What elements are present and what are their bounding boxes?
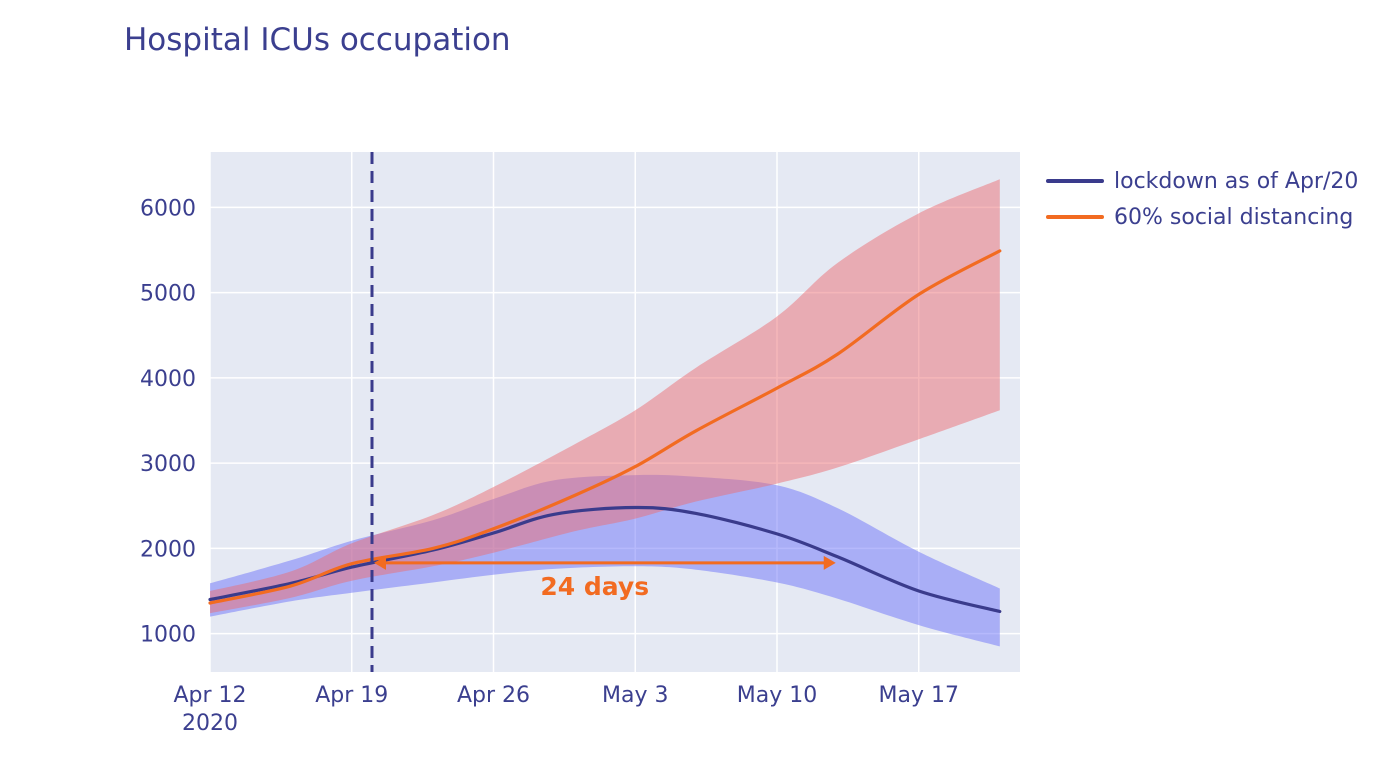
legend-item-social-distancing[interactable]: 60% social distancing bbox=[1046, 199, 1358, 235]
chart-title: Hospital ICUs occupation bbox=[124, 22, 511, 58]
legend-label-social-distancing: 60% social distancing bbox=[1114, 204, 1354, 230]
x-tick-label: May 10 bbox=[737, 683, 817, 708]
annotation-label: 24 days bbox=[540, 572, 649, 601]
series-lines bbox=[208, 249, 1002, 614]
x-tick-label: Apr 26 bbox=[457, 683, 530, 708]
legend: lockdown as of Apr/20 60% social distanc… bbox=[1046, 163, 1358, 235]
x-axis-ticks: Apr 12 2020 Apr 19 Apr 26 May 3 May 10 May 17 bbox=[173, 683, 959, 736]
x-tick-label: Apr 12 bbox=[173, 683, 246, 708]
x-tick-label: May 3 bbox=[602, 683, 668, 708]
y-tick-label: 6000 bbox=[140, 196, 196, 221]
y-axis-ticks: 1000 2000 3000 4000 5000 6000 bbox=[140, 196, 196, 647]
y-tick-label: 3000 bbox=[140, 452, 196, 477]
y-tick-label: 1000 bbox=[140, 623, 196, 648]
x-tick-label: May 17 bbox=[879, 683, 959, 708]
y-tick-label: 4000 bbox=[140, 367, 196, 392]
legend-item-lockdown[interactable]: lockdown as of Apr/20 bbox=[1046, 163, 1358, 199]
annotation-arrowhead-right bbox=[823, 555, 836, 570]
y-tick-label: 2000 bbox=[140, 537, 196, 562]
band-lockdown bbox=[210, 474, 1000, 647]
x-tick-label: Apr 19 bbox=[315, 683, 388, 708]
y-tick-label: 5000 bbox=[140, 282, 196, 307]
x-tick-year-label: 2020 bbox=[182, 711, 238, 736]
line-social-distancing bbox=[208, 249, 1002, 605]
legend-label-lockdown: lockdown as of Apr/20 bbox=[1114, 168, 1359, 194]
line-lockdown bbox=[208, 505, 1002, 614]
legend-swatch-social-distancing bbox=[1046, 215, 1104, 219]
band-social-distancing bbox=[210, 179, 1000, 614]
annotation-arrowhead-left bbox=[374, 555, 386, 570]
legend-swatch-lockdown bbox=[1046, 179, 1104, 183]
duration-annotation: 24 days bbox=[374, 555, 836, 601]
confidence-bands bbox=[210, 179, 1000, 647]
